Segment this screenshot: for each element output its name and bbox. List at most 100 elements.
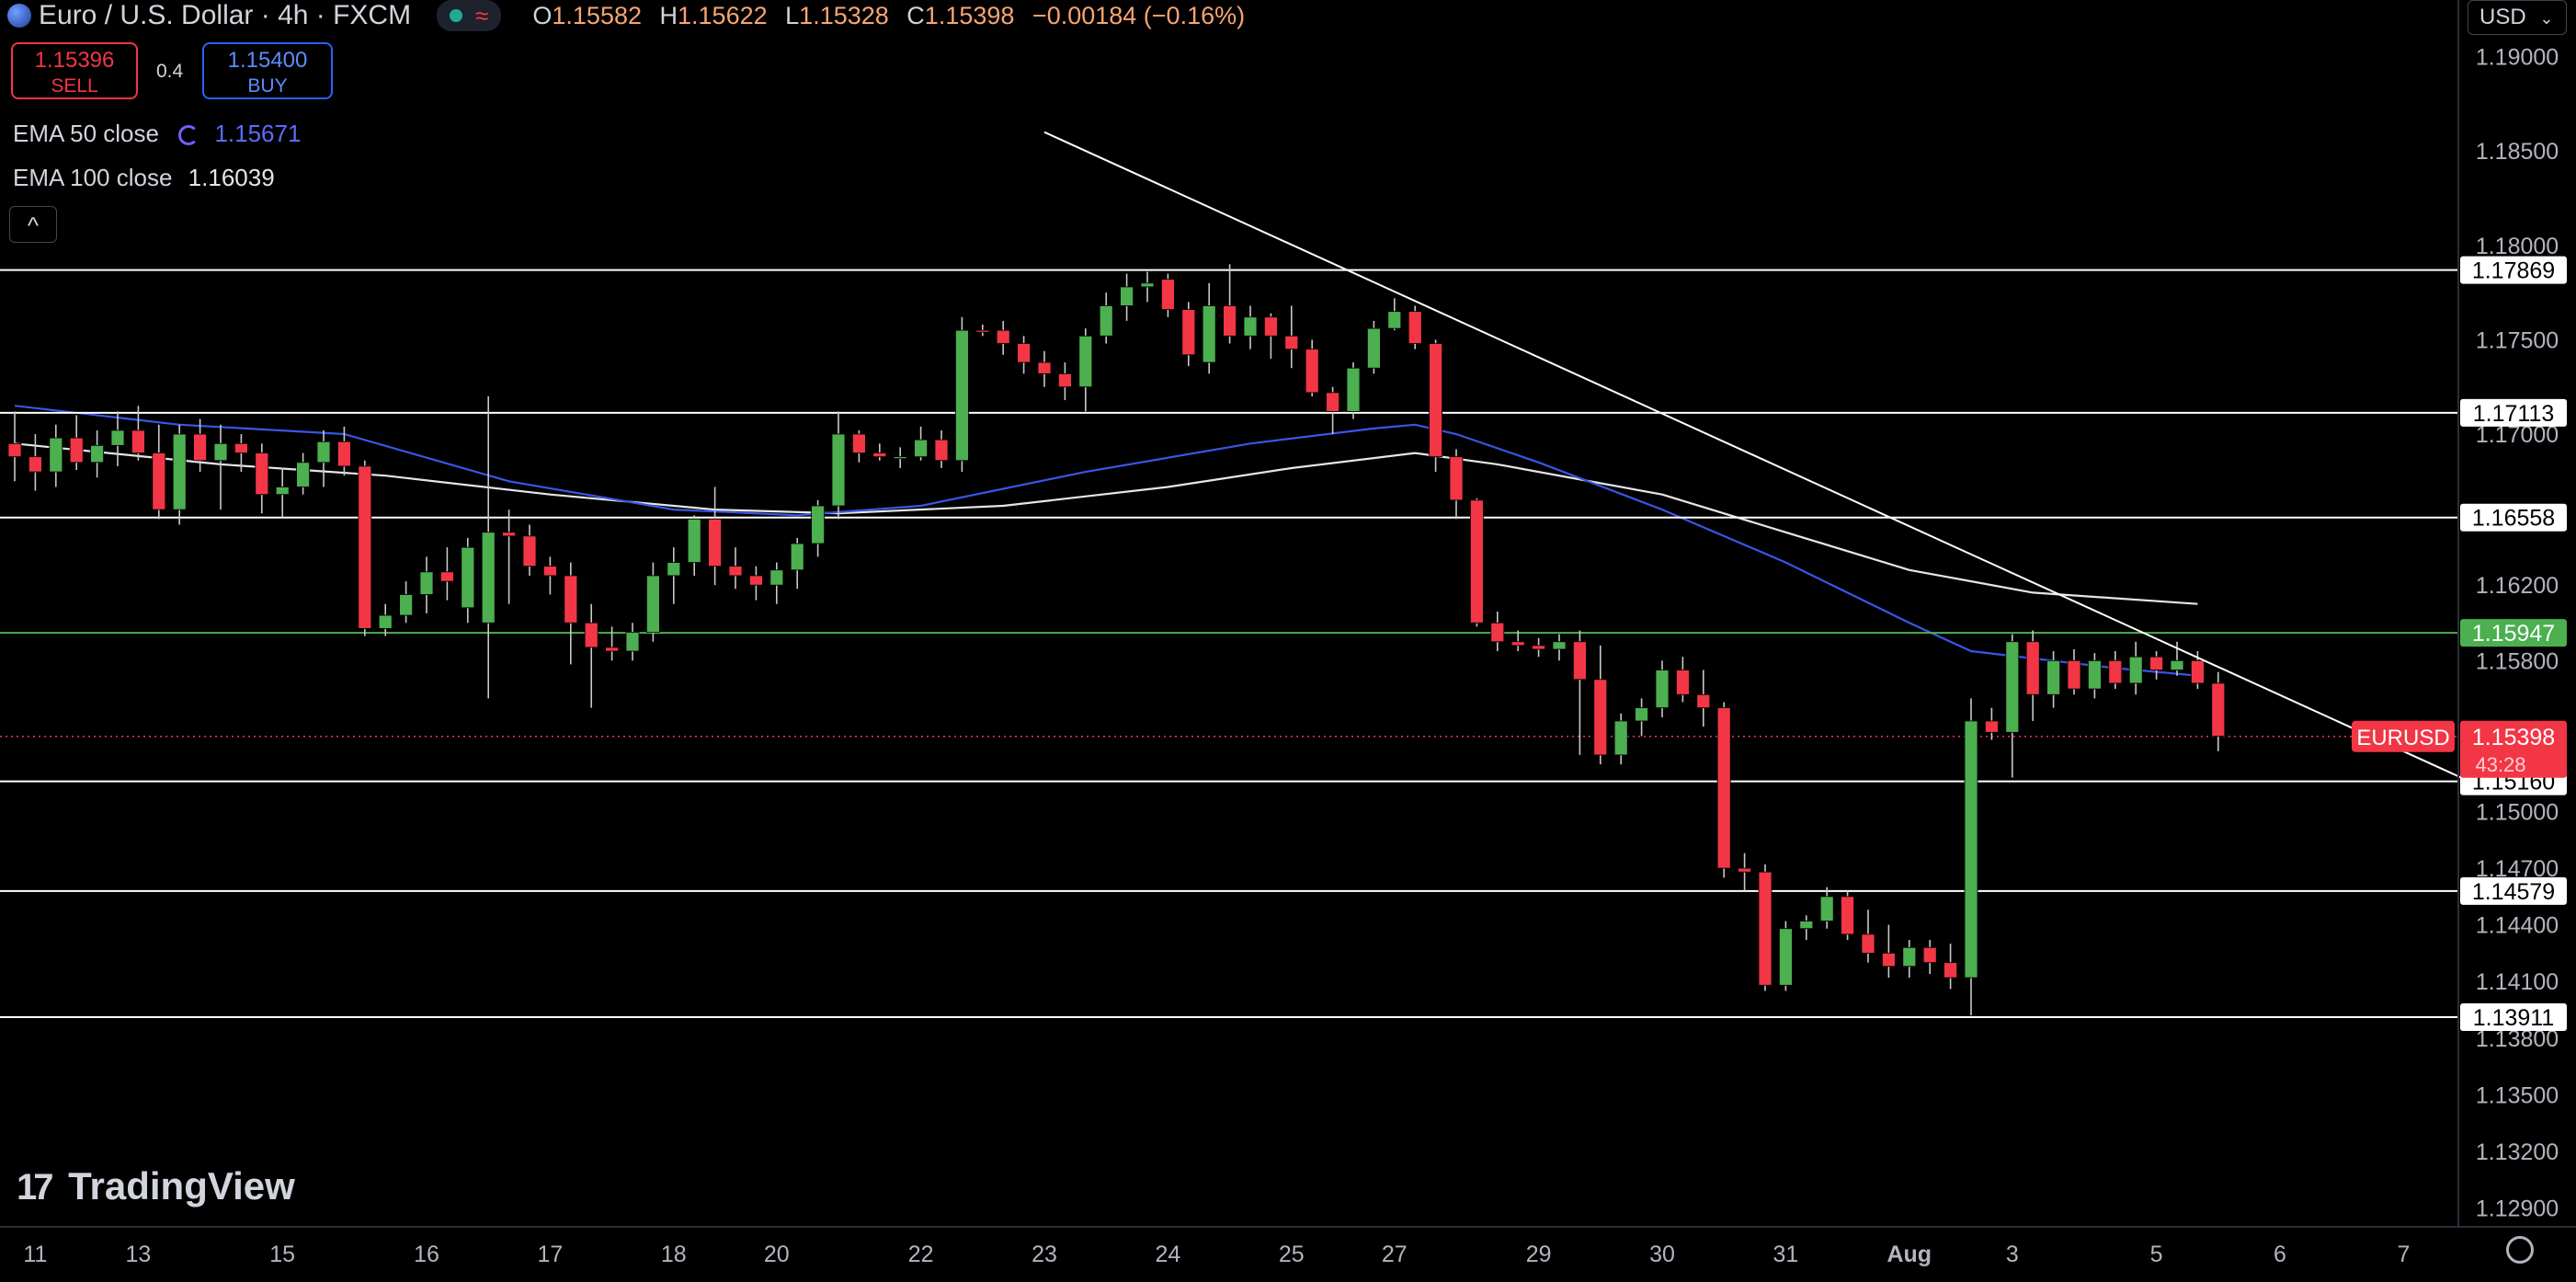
sell-button[interactable]: 1.15396 SELL (11, 42, 138, 99)
candle-body (1326, 392, 1339, 412)
candle-body (996, 329, 1010, 344)
candle-body (1017, 343, 1031, 363)
candle-body (1037, 361, 1052, 374)
candle-body (1181, 309, 1196, 356)
candle-body (955, 329, 969, 462)
candle (2190, 651, 2205, 690)
candle (728, 547, 743, 589)
candle-body (1613, 720, 1628, 756)
candle-body (461, 546, 475, 609)
candle-body (1140, 282, 1155, 288)
time-tick-label: 13 (125, 1242, 151, 1267)
time-tick-label: 11 (23, 1242, 47, 1267)
candle (646, 562, 660, 642)
candle (584, 603, 598, 708)
candle-body (1902, 946, 1917, 967)
candle (1326, 386, 1339, 435)
gear-icon[interactable] (2506, 1236, 2534, 1264)
candle (1367, 320, 1381, 374)
candle (2087, 653, 2102, 699)
candle-body (399, 594, 414, 616)
candle-body (213, 442, 228, 462)
candle-body (296, 462, 311, 487)
candle (1223, 264, 1237, 344)
time-tick-label: 18 (661, 1242, 687, 1267)
candle-body (522, 535, 537, 567)
low-value: 1.15328 (799, 1, 889, 29)
candle (193, 418, 208, 473)
candle (2108, 651, 2123, 690)
candle (1716, 702, 1731, 878)
collapse-legend-button[interactable]: ^ (9, 206, 57, 243)
candle (131, 406, 145, 461)
candle-body (1223, 305, 1237, 337)
candle (481, 395, 496, 699)
candle (1758, 864, 1772, 991)
candle (1470, 498, 1484, 627)
level-label-text: 1.14579 (2472, 879, 2555, 905)
tradingview-logo-icon: 17 (17, 1167, 53, 1208)
candle (872, 443, 887, 461)
ema100-value: 1.16039 (188, 164, 275, 191)
candle (1655, 660, 1670, 717)
candle-body (1696, 693, 1711, 709)
time-tick-label: 16 (414, 1242, 439, 1267)
symbol-badge (2352, 720, 2455, 752)
level-price-label: 1.16558 (2460, 503, 2567, 532)
buy-button[interactable]: 1.15400 BUY (202, 42, 333, 99)
candle-body (1078, 335, 1093, 388)
candle (1387, 298, 1402, 331)
candle-body (2108, 659, 2123, 684)
candle-body (605, 647, 619, 652)
time-tick-label: 3 (2006, 1242, 2019, 1267)
sell-price: 1.15396 (34, 48, 115, 73)
tradingview-logo[interactable]: 17 TradingView (17, 1164, 295, 1208)
ema100-legend[interactable]: EMA 100 close 1.16039 (13, 164, 275, 192)
candle (852, 429, 866, 463)
time-axis[interactable]: 11 13 15 16 17 18 20 22 23 24 25 27 29 30 31 Aug 3 5 6 7 (23, 1242, 2410, 1267)
candle (1573, 630, 1587, 755)
candle-body (1593, 679, 1608, 756)
candle-body (378, 614, 393, 629)
trendline[interactable] (1043, 131, 2467, 781)
candle (522, 524, 537, 576)
candle-body (1532, 645, 1545, 650)
candle-body (852, 433, 866, 453)
candle-body (1510, 641, 1525, 647)
candle (914, 426, 928, 461)
candle (28, 434, 42, 491)
candle (605, 626, 619, 661)
candle (316, 429, 331, 487)
candle-body (1346, 367, 1361, 412)
candle (564, 562, 578, 665)
candle (296, 452, 311, 495)
candle-body (131, 429, 145, 453)
candle (213, 424, 228, 510)
candle (1181, 302, 1196, 367)
price-axis[interactable]: 1.190001.185001.180001.175001.170001.162… (2476, 45, 2559, 1222)
candle (439, 547, 454, 601)
candle (234, 434, 248, 473)
time-tick-label: 29 (1526, 1242, 1552, 1267)
level-label-box (2460, 619, 2567, 647)
ohlc-values: O1.15582 H1.15622 L1.15328 C1.15398 −0.0… (532, 1, 1246, 29)
candle (2025, 630, 2040, 721)
candle-body (749, 575, 763, 586)
sync-icon[interactable] (178, 125, 199, 145)
candle-body (1738, 867, 1751, 873)
current-price-label: EURUSD 1.15398 43:28 (2352, 720, 2567, 778)
symbol-header: Euro / U.S. Dollar · 4h · FXCM ≈ O1.1558… (7, 0, 1245, 31)
symbol-title[interactable]: Euro / U.S. Dollar · 4h · FXCM (39, 0, 412, 30)
candle-body (1716, 707, 1731, 869)
bar-countdown-text: 43:28 (2475, 753, 2525, 776)
candle (1099, 292, 1113, 344)
candle-body (1264, 316, 1278, 337)
market-open-dot-icon (450, 9, 463, 22)
candle (358, 460, 372, 636)
candle-body (687, 518, 701, 563)
market-status-pill[interactable]: ≈ (437, 0, 502, 31)
ema50-legend[interactable]: EMA 50 close 1.15671 (13, 120, 301, 148)
currency-selector[interactable]: USD ⌄ (2468, 0, 2567, 35)
